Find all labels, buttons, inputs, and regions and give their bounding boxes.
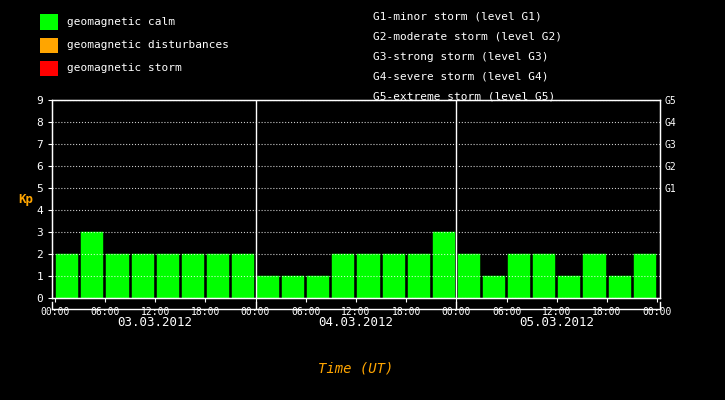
Bar	[608, 276, 631, 298]
Text: G2-moderate storm (level G2): G2-moderate storm (level G2)	[373, 32, 563, 42]
Text: geomagnetic disturbances: geomagnetic disturbances	[67, 40, 228, 50]
Bar	[131, 254, 154, 298]
Text: geomagnetic calm: geomagnetic calm	[67, 17, 175, 27]
Bar	[584, 254, 605, 298]
Text: G3-strong storm (level G3): G3-strong storm (level G3)	[373, 52, 549, 62]
Bar	[57, 254, 78, 298]
Bar	[558, 276, 581, 298]
Bar	[483, 276, 505, 298]
Bar	[282, 276, 304, 298]
Y-axis label: Kp: Kp	[18, 192, 33, 206]
Bar	[332, 254, 355, 298]
Bar	[182, 254, 204, 298]
Text: geomagnetic storm: geomagnetic storm	[67, 64, 181, 74]
Bar	[357, 254, 380, 298]
Text: 05.03.2012: 05.03.2012	[519, 316, 594, 328]
Bar	[157, 254, 179, 298]
Bar	[407, 254, 430, 298]
Bar	[257, 276, 279, 298]
Bar	[433, 232, 455, 298]
Text: 03.03.2012: 03.03.2012	[117, 316, 193, 328]
Bar	[634, 254, 655, 298]
Text: G1-minor storm (level G1): G1-minor storm (level G1)	[373, 12, 542, 22]
Text: G5-extreme storm (level G5): G5-extreme storm (level G5)	[373, 92, 555, 102]
Bar	[533, 254, 555, 298]
Bar	[232, 254, 254, 298]
Bar	[107, 254, 128, 298]
Text: 04.03.2012: 04.03.2012	[318, 316, 394, 328]
Bar	[81, 232, 104, 298]
Bar	[307, 276, 329, 298]
Bar	[508, 254, 530, 298]
Bar	[207, 254, 229, 298]
Bar	[458, 254, 480, 298]
Text: G4-severe storm (level G4): G4-severe storm (level G4)	[373, 72, 549, 82]
Text: Time (UT): Time (UT)	[318, 361, 394, 375]
Bar	[383, 254, 405, 298]
